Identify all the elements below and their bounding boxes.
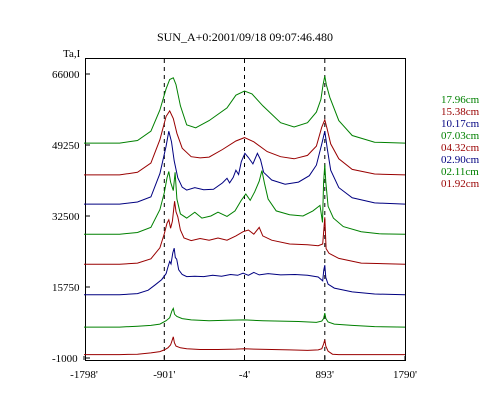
series-line-1 (84, 76, 406, 144)
y-tick-label-1: 66000 (52, 69, 80, 81)
y-axis-label: Ta,I (63, 48, 81, 60)
series-line-5 (84, 201, 406, 265)
series-line-6 (84, 248, 406, 296)
x-tick-label-4: 893' (316, 369, 335, 381)
legend-entry-2: 15.38cm (441, 106, 480, 118)
series-line-7 (84, 307, 406, 328)
legend-entry-5: 04.32cm (441, 142, 480, 154)
legend-entry-6: 02.90cm (441, 154, 480, 166)
x-tick-label-2: -901' (153, 369, 175, 381)
series-line-3 (84, 131, 406, 205)
y-tick-label-3: 32500 (52, 211, 80, 223)
plot-frame (85, 58, 406, 361)
series-line-2 (84, 109, 406, 176)
y-tick-label-2: 49250 (52, 140, 80, 152)
chart-title: SUN_A+0:2001/09/18 09:07:46.480 (157, 30, 333, 44)
x-tick-label-5: 1790' (393, 369, 417, 381)
series-line-8 (84, 336, 405, 356)
legend-entry-8: 01.92cm (441, 178, 480, 190)
legend-entry-7: 02.11cm (441, 166, 479, 178)
series-line-4 (84, 164, 406, 235)
y-tick-label-5: -1000 (52, 353, 78, 365)
x-tick-label-1: -1798' (70, 369, 98, 381)
legend-entry-3: 10.17cm (441, 118, 480, 130)
y-tick-label-4: 15750 (52, 282, 80, 294)
legend-entry-4: 07.03cm (441, 130, 480, 142)
x-tick-label-3: -4' (239, 369, 250, 381)
legend-entry-1: 17.96cm (441, 94, 480, 106)
